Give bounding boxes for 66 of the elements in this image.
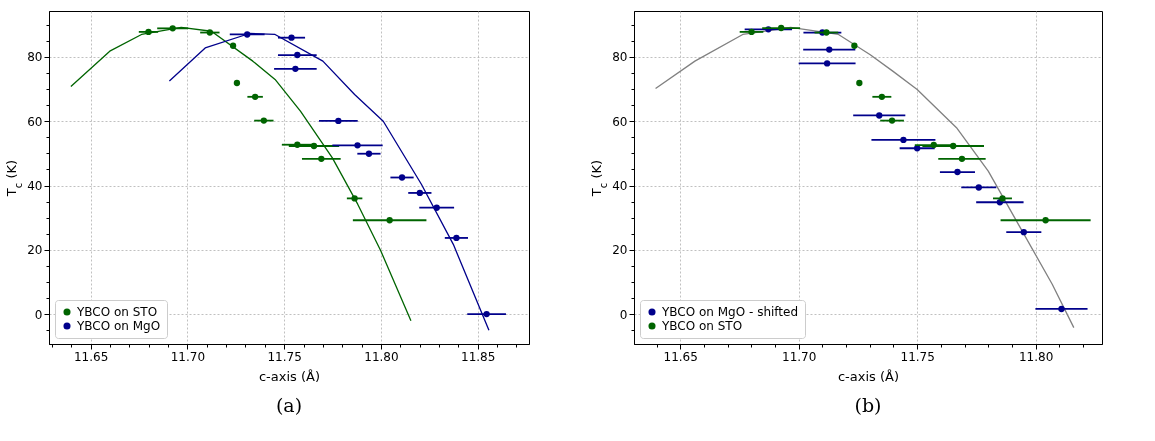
point bbox=[398, 174, 406, 181]
point bbox=[888, 117, 896, 124]
point bbox=[354, 142, 361, 149]
point bbox=[851, 42, 858, 49]
point bbox=[950, 142, 957, 150]
legend-label: YBCO on STO bbox=[76, 305, 158, 319]
point bbox=[954, 168, 961, 176]
y-tick-label: 40 bbox=[27, 179, 43, 194]
point bbox=[900, 136, 907, 144]
x-tick-label: 11.80 bbox=[364, 349, 399, 364]
point bbox=[878, 93, 886, 100]
point bbox=[310, 142, 318, 150]
point bbox=[1058, 305, 1065, 313]
x-tick-label: 11.65 bbox=[663, 349, 698, 364]
x-axis-title: c-axis (Å) bbox=[258, 368, 321, 384]
point bbox=[826, 46, 833, 53]
x-tick-label: 11.65 bbox=[73, 349, 109, 364]
y-tick-label: 20 bbox=[612, 243, 628, 258]
point bbox=[294, 51, 301, 59]
x-axis-title: c-axis (Å) bbox=[837, 368, 900, 384]
point bbox=[999, 195, 1006, 202]
y-tick-label: 60 bbox=[27, 114, 43, 129]
point bbox=[251, 93, 259, 100]
point bbox=[975, 184, 982, 191]
point bbox=[856, 79, 863, 87]
point bbox=[777, 24, 785, 32]
point bbox=[318, 155, 325, 163]
x-tick-label: 11.85 bbox=[461, 349, 496, 364]
x-tick-label: 11.75 bbox=[267, 349, 302, 364]
point bbox=[365, 150, 373, 157]
y-tick-label: 0 bbox=[619, 307, 628, 322]
point bbox=[453, 234, 460, 242]
point bbox=[958, 155, 966, 163]
point bbox=[748, 28, 755, 36]
y-tick-label: 60 bbox=[612, 114, 628, 129]
point bbox=[823, 60, 831, 67]
line-series bbox=[654, 26, 1075, 329]
x-tick-label: 11.70 bbox=[782, 349, 817, 364]
point bbox=[386, 217, 393, 224]
y-tick-label: 80 bbox=[612, 50, 628, 65]
y-tick-label: 0 bbox=[34, 307, 43, 322]
x-tick-label: 11.80 bbox=[1018, 349, 1054, 364]
point bbox=[335, 117, 342, 125]
point bbox=[914, 145, 921, 152]
point bbox=[416, 189, 423, 197]
point bbox=[233, 79, 241, 87]
point bbox=[1042, 217, 1049, 224]
y-tick-label: 20 bbox=[27, 243, 43, 258]
legend-label: YBCO on MgO bbox=[76, 319, 161, 333]
legend-label: YBCO on STO bbox=[661, 319, 743, 333]
x-tick-label: 11.70 bbox=[170, 349, 206, 364]
text: (a) bbox=[275, 394, 303, 416]
text: (b) bbox=[854, 394, 882, 416]
legend-label: YBCO on MgO - shifted bbox=[661, 305, 799, 319]
point bbox=[294, 141, 301, 148]
x-tick-label: 11.75 bbox=[900, 349, 935, 364]
point bbox=[288, 34, 295, 41]
point bbox=[823, 29, 830, 36]
point bbox=[876, 112, 883, 119]
point bbox=[292, 65, 299, 73]
point bbox=[483, 310, 490, 318]
point bbox=[260, 117, 267, 124]
point bbox=[930, 141, 937, 149]
point bbox=[1020, 228, 1027, 236]
y-tick-label: 40 bbox=[612, 179, 628, 194]
y-tick-label: 80 bbox=[27, 50, 43, 65]
